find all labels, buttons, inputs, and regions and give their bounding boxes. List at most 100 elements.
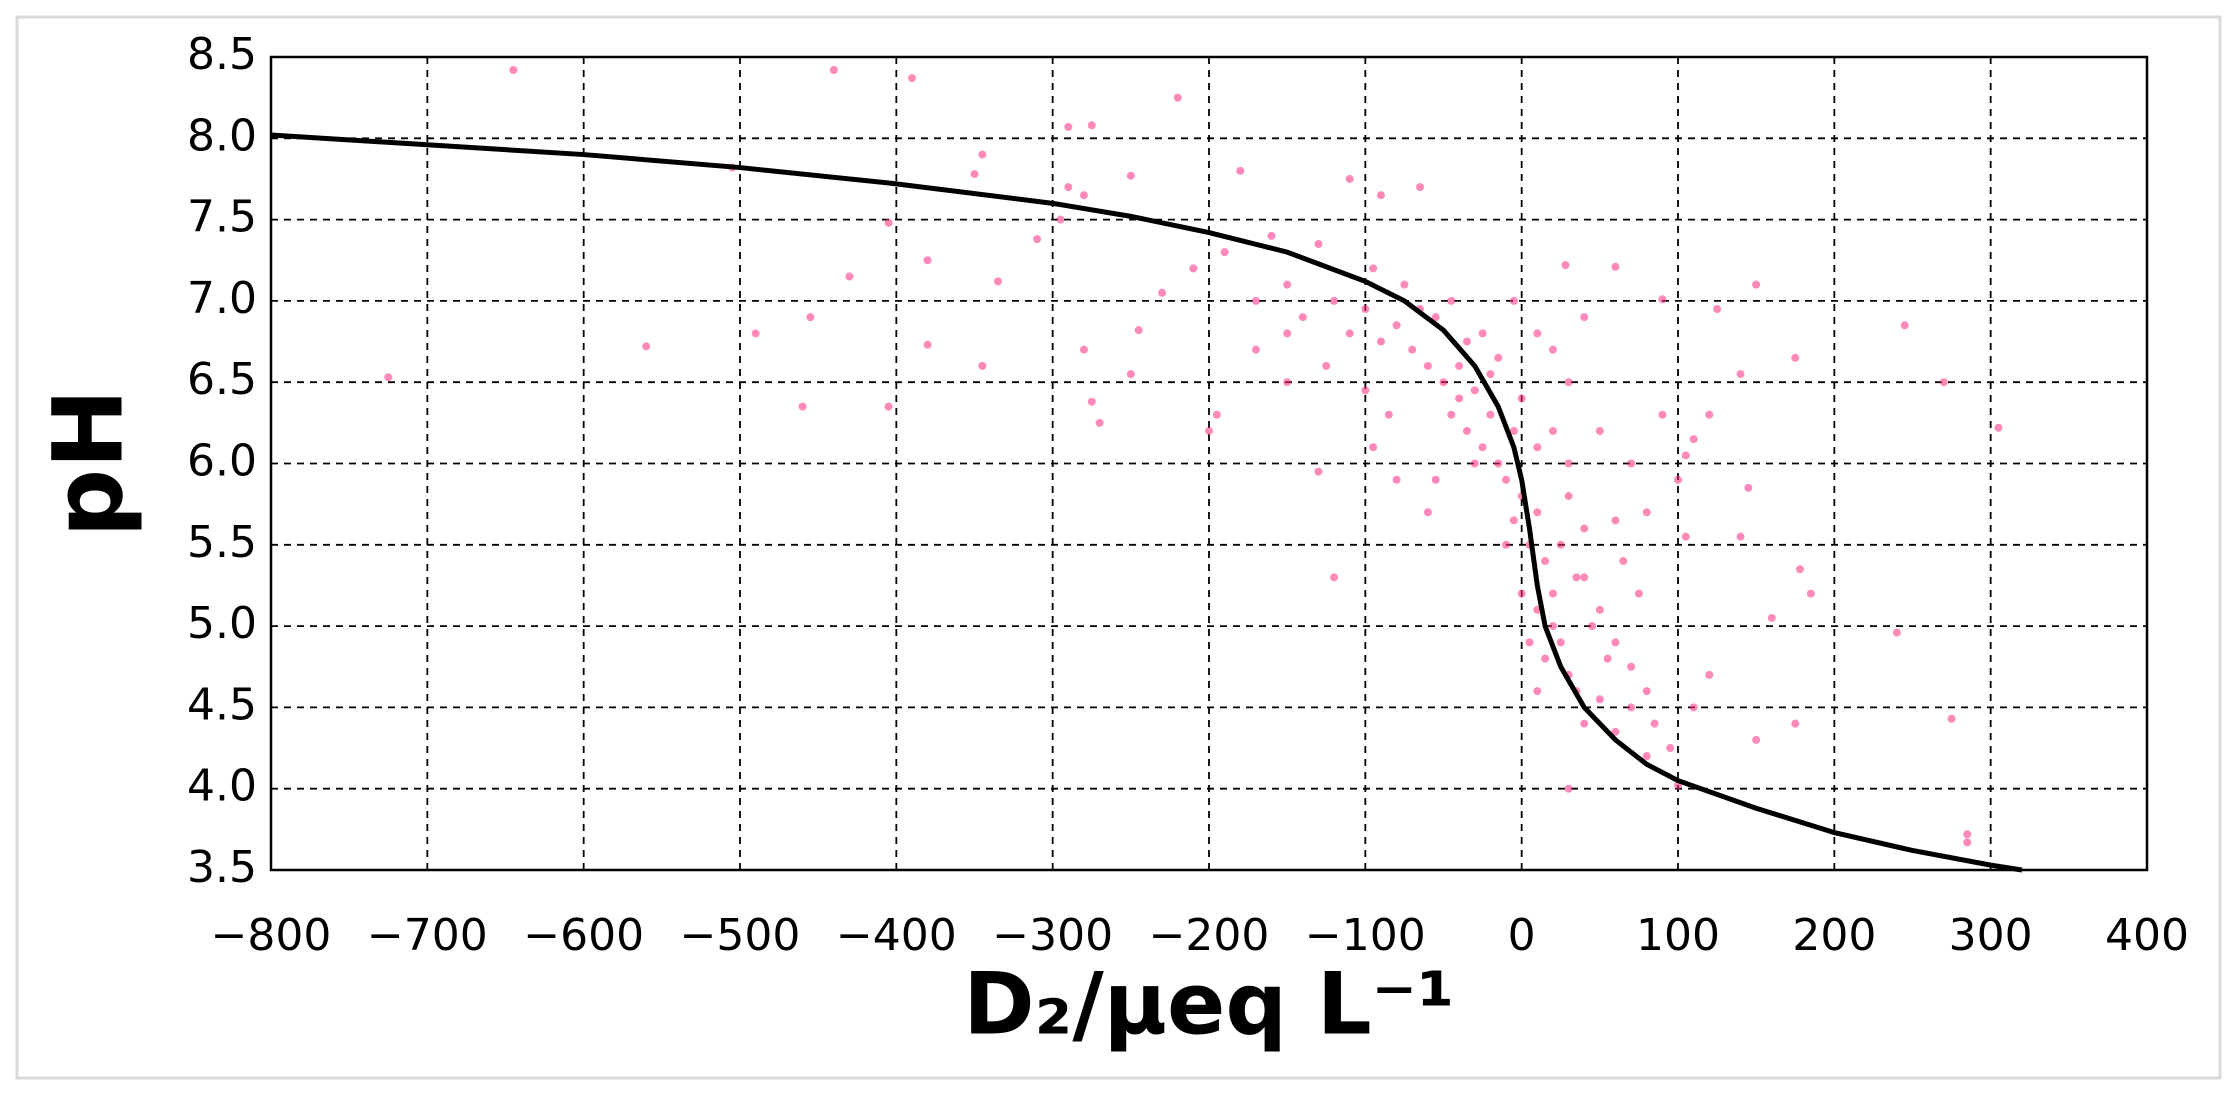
scatter-point (1541, 654, 1550, 663)
scatter-point (1298, 313, 1307, 322)
x-tick-label: −500 (680, 910, 801, 961)
scatter-point (1752, 735, 1761, 744)
x-tick-label: 0 (1508, 910, 1536, 961)
scatter-point (1963, 838, 1972, 847)
scatter-point (1517, 589, 1526, 598)
scatter-point (1642, 508, 1651, 517)
scatter-point (1892, 628, 1901, 637)
scatter-point (993, 277, 1002, 286)
scatter-point (923, 340, 932, 349)
scatter-point (1564, 378, 1573, 387)
scatter-point (1541, 557, 1550, 566)
scatter-point (1079, 345, 1088, 354)
scatter-point (1595, 426, 1604, 435)
scatter-point (1189, 264, 1198, 273)
scatter-point (1627, 459, 1636, 468)
scatter-point (1627, 703, 1636, 712)
scatter-point (1431, 475, 1440, 484)
x-tick-label: 400 (2105, 910, 2189, 961)
x-tick-label: 200 (1792, 910, 1876, 961)
scatter-point (978, 361, 987, 370)
scatter-point (1470, 386, 1479, 395)
scatter-point (923, 256, 932, 265)
scatter-point (1033, 235, 1042, 244)
scatter-point (1330, 296, 1339, 305)
scatter-point (1666, 744, 1675, 753)
scatter-point (1251, 296, 1260, 305)
scatter-point (1674, 475, 1682, 484)
scatter-point (1556, 540, 1565, 549)
scatter-point (1533, 443, 1542, 452)
scatter-point (1595, 695, 1604, 704)
scatter-point (1056, 215, 1065, 224)
scatter-point (806, 313, 815, 322)
scatter-point (1564, 459, 1573, 468)
x-tick-label: 100 (1636, 910, 1720, 961)
scatter-point (1650, 719, 1659, 728)
scatter-point (1134, 326, 1143, 335)
scatter-point (1509, 296, 1518, 305)
plot-frame (269, 55, 2149, 872)
scatter-point (1470, 459, 1479, 468)
scatter-point (1345, 174, 1354, 183)
x-tick-label: −700 (367, 910, 488, 961)
scatter-point (829, 66, 838, 75)
y-tick-label: 8.0 (187, 110, 257, 161)
scatter-point (1525, 638, 1534, 647)
scatter-point (1392, 475, 1401, 484)
scatter-point (1361, 386, 1370, 395)
scatter-point (1705, 410, 1714, 419)
scatter-point (1658, 295, 1667, 304)
scatter-point (798, 402, 807, 411)
x-axis-title: D₂/μeq L⁻¹ (963, 954, 1454, 1054)
scatter-point (970, 170, 979, 179)
scatter-point (1462, 337, 1471, 346)
scatter-point (1416, 183, 1425, 192)
scatter-point (1611, 638, 1620, 647)
scatter-point (1384, 410, 1393, 419)
scatter-point (1509, 516, 1518, 525)
scatter-point (884, 402, 893, 411)
scatter-point (1548, 622, 1557, 631)
y-tick-label: 7.5 (187, 192, 257, 243)
scatter-point (1330, 573, 1339, 582)
scatter-point (1533, 329, 1542, 338)
scatter-point (1283, 280, 1292, 289)
scatter-point (1502, 475, 1511, 484)
scatter-point (1533, 508, 1542, 517)
scatter-point (1455, 394, 1464, 403)
scatter-point (1689, 435, 1698, 444)
scatter-point (1548, 589, 1557, 598)
scatter-point (1095, 418, 1104, 427)
scatter-point (1689, 703, 1698, 712)
scatter-point (1900, 321, 1909, 330)
scatter-point (1079, 191, 1088, 200)
scatter-point (1517, 394, 1526, 403)
scatter-point (1580, 573, 1589, 582)
chart-border (15, 15, 2222, 1080)
scatter-point (1205, 426, 1213, 435)
scatter-point (1619, 557, 1628, 566)
scatter-point (1580, 524, 1589, 533)
scatter-point (1369, 443, 1378, 452)
scatter-point (1392, 321, 1401, 330)
scatter-point (1400, 280, 1409, 289)
y-tick-label: 4.5 (187, 679, 257, 730)
x-tick-label: −400 (836, 910, 957, 961)
scatter-point (1611, 727, 1620, 736)
x-tick-label: −300 (992, 910, 1113, 961)
scatter-point (845, 272, 854, 281)
scatter-point (1564, 784, 1573, 793)
scatter-point (509, 66, 518, 75)
scatter-point (1744, 483, 1753, 492)
scatter-point (907, 74, 916, 83)
scatter-point (1267, 231, 1276, 240)
scatter-point (1595, 605, 1604, 614)
scatter-point (1462, 426, 1471, 435)
scatter-point (1423, 361, 1432, 370)
scatter-point (1087, 397, 1096, 406)
scatter-point (1126, 370, 1135, 379)
scatter-point (1064, 122, 1073, 131)
scatter-point (1212, 410, 1221, 419)
scatter-point (1173, 93, 1182, 102)
